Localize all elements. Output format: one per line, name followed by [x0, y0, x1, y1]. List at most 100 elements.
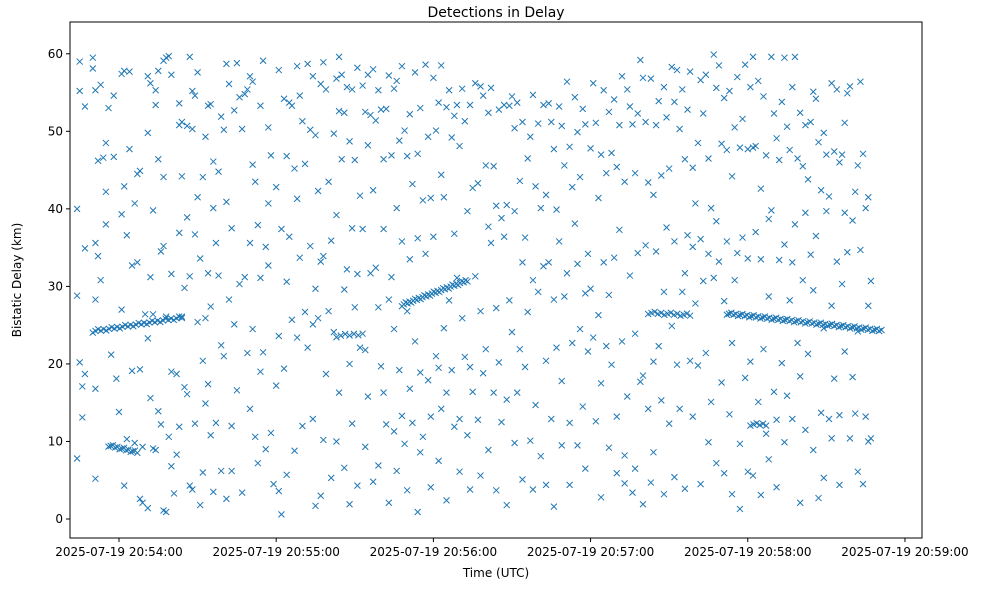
data-point [710, 274, 718, 282]
data-point [126, 68, 133, 75]
data-point [165, 433, 173, 441]
data-point [812, 232, 820, 240]
data-point [728, 339, 736, 347]
data-point [602, 342, 610, 350]
data-point [76, 359, 84, 366]
data-point [634, 110, 642, 117]
data-point [453, 101, 461, 109]
data-point [157, 421, 165, 428]
data-point [312, 502, 319, 510]
data-point [175, 423, 183, 431]
data-point [435, 457, 442, 465]
data-point [280, 95, 288, 103]
data-point [411, 69, 419, 76]
data-point [862, 413, 870, 421]
data-point [259, 57, 267, 65]
data-point [773, 483, 780, 491]
y-tick-label: 50 [48, 124, 63, 138]
data-point [728, 172, 736, 180]
data-point [553, 206, 560, 213]
data-point [128, 262, 136, 269]
data-point [558, 441, 566, 449]
data-point [519, 259, 526, 266]
data-point [288, 102, 296, 110]
data-point [720, 469, 728, 477]
data-point [665, 165, 673, 172]
data-point [335, 107, 343, 115]
data-point [791, 221, 799, 228]
data-point [403, 307, 411, 315]
data-point [217, 113, 225, 120]
data-point [356, 192, 364, 200]
data-point [566, 143, 573, 151]
data-point [304, 60, 311, 68]
data-point [223, 198, 230, 206]
data-point [663, 224, 670, 231]
data-point [705, 438, 712, 446]
data-point [338, 71, 346, 79]
data-point [304, 344, 311, 352]
data-point [183, 214, 191, 221]
data-point [715, 62, 723, 69]
data-point [519, 118, 526, 126]
data-point [327, 237, 335, 245]
data-point [660, 490, 668, 498]
data-point [272, 183, 280, 191]
data-point [657, 309, 665, 317]
data-point [511, 207, 518, 215]
data-point [508, 93, 516, 100]
data-point [804, 176, 812, 183]
data-point [194, 318, 201, 326]
data-point [312, 131, 319, 139]
data-point [728, 490, 736, 498]
data-point [550, 503, 558, 510]
data-point [346, 500, 353, 508]
data-point [144, 504, 152, 512]
data-point [154, 155, 162, 163]
data-point [78, 383, 86, 390]
data-point [437, 171, 445, 179]
data-point [450, 112, 458, 120]
data-point [757, 315, 764, 322]
data-point [81, 245, 89, 252]
data-point [238, 125, 246, 133]
data-point [634, 249, 642, 257]
data-point [629, 120, 636, 128]
data-point [120, 67, 128, 75]
data-point [655, 342, 663, 350]
data-point [154, 407, 162, 415]
data-point [147, 273, 154, 281]
data-point [712, 459, 720, 467]
data-point [92, 385, 99, 393]
data-point [851, 410, 859, 417]
data-point [540, 262, 547, 270]
data-point [734, 312, 742, 320]
data-point [860, 325, 867, 332]
data-point [725, 310, 733, 318]
data-point [841, 209, 849, 217]
data-point [333, 211, 340, 219]
data-point [181, 383, 188, 391]
data-point [616, 226, 623, 234]
data-point [199, 469, 207, 476]
data-point [236, 93, 243, 101]
data-point [102, 139, 110, 147]
data-point [637, 378, 644, 386]
data-point [579, 105, 587, 113]
data-point [647, 479, 655, 486]
data-point [830, 148, 838, 155]
data-point [809, 446, 817, 454]
data-point [296, 254, 304, 262]
data-point [529, 276, 537, 284]
data-point [762, 152, 770, 159]
data-point [768, 53, 775, 61]
data-point [723, 311, 731, 319]
data-point [500, 233, 508, 241]
data-point [597, 379, 605, 387]
data-point [293, 334, 301, 341]
data-point [702, 349, 710, 357]
data-point [411, 338, 419, 345]
data-point [747, 83, 754, 91]
data-point [97, 81, 105, 89]
data-point [136, 167, 144, 175]
